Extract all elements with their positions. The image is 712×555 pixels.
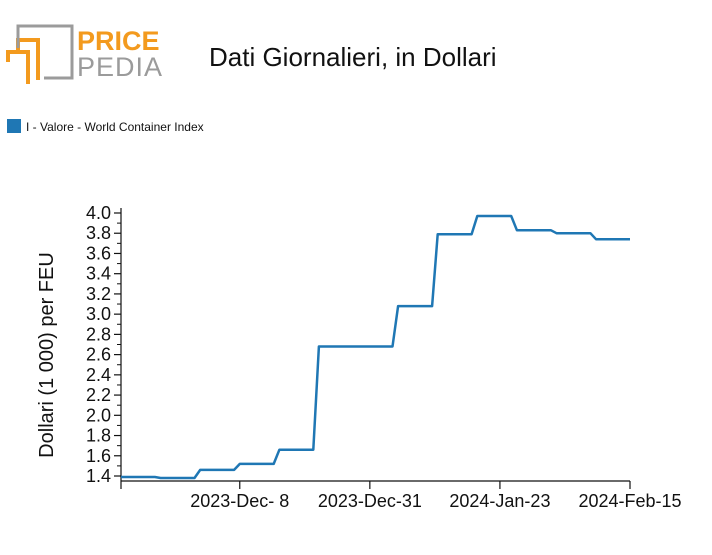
x-tick-label: 2024-Feb-15 xyxy=(578,491,681,511)
y-tick-label: 2.8 xyxy=(86,324,111,344)
legend-swatch xyxy=(7,119,21,133)
y-tick-label: 4.0 xyxy=(86,203,111,223)
y-tick-label: 3.4 xyxy=(86,264,111,284)
x-tick-label: 2024-Jan-23 xyxy=(449,491,550,511)
y-tick-label: 1.8 xyxy=(86,426,111,446)
x-axis: 2023-Dec- 8 2023-Dec-31 2024-Jan-23 2024-Fe… xyxy=(120,480,682,511)
pricepedia-logo: PRICE PEDIA xyxy=(6,24,163,84)
chart-title: Dati Giornalieri, in Dollari xyxy=(209,42,497,72)
y-tick-label: 2.0 xyxy=(86,405,111,425)
logo-orange-mark xyxy=(6,50,30,84)
y-tick-label: 2.4 xyxy=(86,365,111,385)
y-axis-label: Dollari (1 000) per FEU xyxy=(36,252,58,458)
y-tick-label: 1.6 xyxy=(86,446,111,466)
logo-gray-mark xyxy=(16,24,74,80)
x-tick-label: 2023-Dec- 8 xyxy=(190,491,289,511)
y-tick-label: 1.4 xyxy=(86,466,111,486)
x-tick-label: 2023-Dec-31 xyxy=(318,491,422,511)
legend: I - Valore - World Container Index xyxy=(7,119,204,134)
y-tick-label: 2.6 xyxy=(86,345,111,365)
y-tick-label: 3.8 xyxy=(86,223,111,243)
logo-pedia-text: PEDIA xyxy=(77,52,163,82)
series-line-world-container-index xyxy=(121,214,630,480)
y-tick-label: 3.0 xyxy=(86,304,111,324)
legend-label: I - Valore - World Container Index xyxy=(26,120,204,134)
y-tick-label: 3.6 xyxy=(86,243,111,263)
y-tick-label: 2.2 xyxy=(86,385,111,405)
y-tick-label: 3.2 xyxy=(86,284,111,304)
logo-price-text: PRICE xyxy=(77,26,160,56)
y-axis: 1.41.61.82.02.22.42.62.83.03.23.43.63.84… xyxy=(86,203,122,486)
